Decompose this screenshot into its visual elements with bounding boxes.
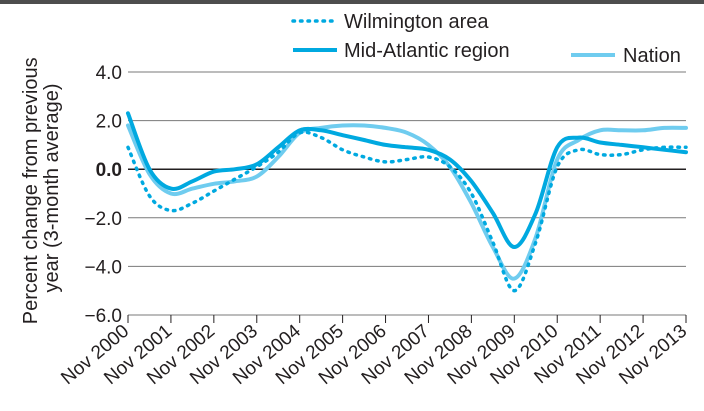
legend: Wilmington area Mid-Atlantic region Nati… xyxy=(291,11,681,67)
legend-label-nation: Nation xyxy=(623,45,681,67)
series-line-wilmington xyxy=(126,130,688,293)
y-axis-title-line-1: Percent change from previous xyxy=(20,57,42,324)
y-axis-title-line-2: year (3-month average) xyxy=(41,84,63,293)
y-axis-ticks: 4.0 2.0 0.0 −2.0 −4.0 −6.0 xyxy=(84,63,122,327)
y-tick-label: −2.0 xyxy=(84,209,122,230)
y-axis-title: Percent change from previous year (3-mon… xyxy=(20,52,63,324)
y-tick-label: 4.0 xyxy=(96,63,122,84)
legend-label-mid-atlantic: Mid-Atlantic region xyxy=(344,40,510,62)
y-tick-label: −4.0 xyxy=(84,257,122,278)
gridlines xyxy=(127,71,687,323)
y-tick-label: −6.0 xyxy=(84,306,122,327)
y-tick-label: 0.0 xyxy=(96,160,122,181)
series-line-mid-atlantic xyxy=(126,111,688,249)
y-tick-label: 2.0 xyxy=(96,112,122,133)
legend-label-wilmington: Wilmington area xyxy=(344,11,489,33)
series-line-nation xyxy=(126,123,688,281)
series-lines xyxy=(126,111,688,293)
top-rule xyxy=(0,0,704,4)
